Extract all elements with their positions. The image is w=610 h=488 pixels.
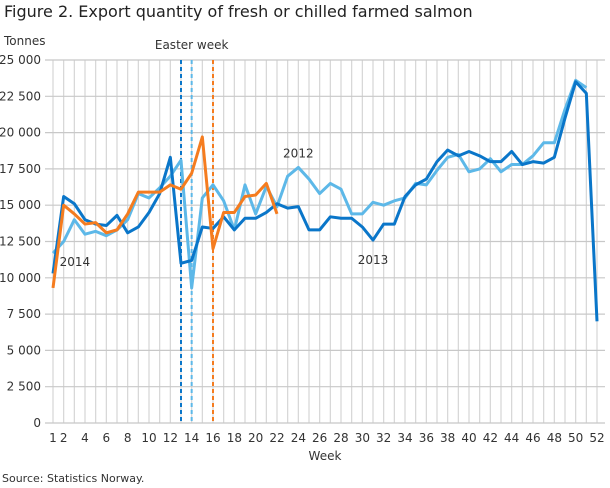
x-tick-label: 32 — [376, 431, 391, 445]
x-tick-label: 50 — [568, 431, 583, 445]
x-tick-label: 6 — [103, 431, 111, 445]
x-tick-label: 30 — [355, 431, 370, 445]
y-tick-label: 20 000 — [0, 126, 41, 140]
series-line-2014 — [51, 135, 279, 289]
plot-area: 0 2 500 5 000 7 500 10 000 12 500 15 000 17 500… — [0, 34, 605, 463]
y-tick-label: 10 000 — [0, 271, 41, 285]
x-tick-label: 28 — [333, 431, 348, 445]
x-tick-label: 38 — [440, 431, 455, 445]
x-tick-label: 2 — [60, 431, 68, 445]
y-tick-label: 5 000 — [7, 343, 41, 357]
source-note: Source: Statistics Norway. — [2, 472, 145, 485]
y-axis-label: Tonnes — [3, 34, 45, 48]
x-tick-label: 22 — [269, 431, 284, 445]
x-tick-label: 4 — [81, 431, 89, 445]
y-tick-label: 2 500 — [7, 380, 41, 394]
x-tick-label: 48 — [547, 431, 562, 445]
y-tick-label: 12 500 — [0, 235, 41, 249]
y-tick-label: 0 — [33, 416, 41, 430]
x-tick-label: 36 — [419, 431, 434, 445]
annotation-easter-week: Easter week — [155, 38, 229, 52]
x-tick-label: 10 — [141, 431, 156, 445]
series-label-2013: 2013 — [358, 253, 389, 267]
x-tick-label: 12 — [163, 431, 178, 445]
x-tick-label: 34 — [397, 431, 412, 445]
x-tick-label: 1 — [49, 431, 57, 445]
x-tick-label: 46 — [525, 431, 540, 445]
chart-title: Figure 2. Export quantity of fresh or ch… — [4, 2, 473, 21]
series-label-2014: 2014 — [60, 255, 91, 269]
x-tick-label: 16 — [205, 431, 220, 445]
x-axis-label: Week — [309, 449, 342, 463]
y-tick-label: 7 500 — [7, 307, 41, 321]
x-tick-label: 52 — [589, 431, 604, 445]
x-tick-label: 20 — [248, 431, 263, 445]
x-tick-label: 24 — [291, 431, 306, 445]
y-tick-label: 17 500 — [0, 162, 41, 176]
y-tick-label: 25 000 — [0, 53, 41, 67]
x-tick-label: 44 — [504, 431, 519, 445]
series-line-2013 — [51, 80, 599, 322]
x-tick-label: 26 — [312, 431, 327, 445]
x-tick-label: 42 — [483, 431, 498, 445]
x-tick-label: 40 — [461, 431, 476, 445]
y-tick-label: 15 000 — [0, 198, 41, 212]
x-tick-label: 14 — [184, 431, 199, 445]
x-tick-label: 8 — [124, 431, 132, 445]
y-tick-label: 22 500 — [0, 89, 41, 103]
x-tick-label: 18 — [227, 431, 242, 445]
series-label-2012: 2012 — [283, 146, 314, 160]
